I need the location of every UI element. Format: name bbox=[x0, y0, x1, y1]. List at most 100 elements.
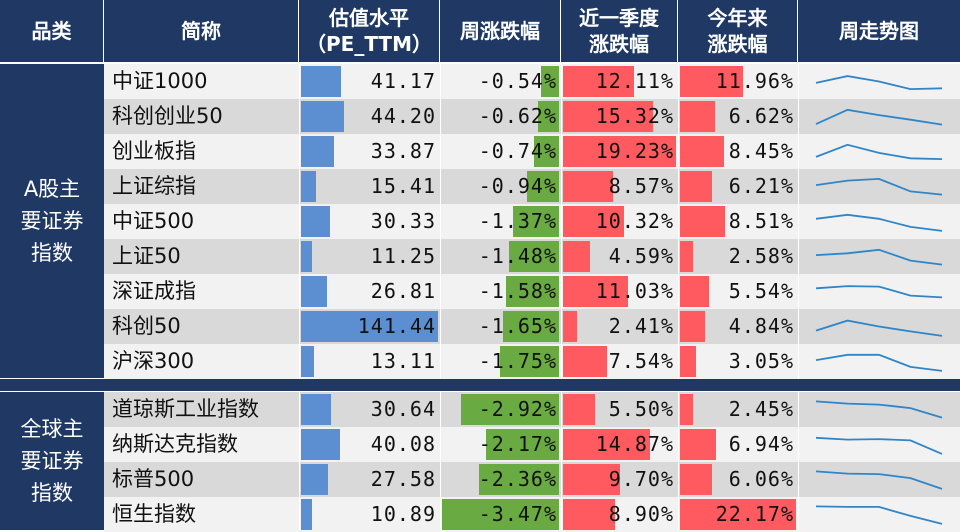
week-change-value: -1.75% bbox=[478, 349, 557, 373]
category-a-share: A股主要证券指数 bbox=[0, 64, 104, 378]
ytd-change-cell: 11.96% bbox=[678, 64, 798, 99]
index-name: 纳斯达克指数 bbox=[112, 432, 238, 456]
column-divider bbox=[678, 392, 679, 530]
pe-cell: 41.17 bbox=[299, 64, 440, 99]
trend-cell bbox=[798, 309, 960, 344]
category-global-label: 全球主要证券指数 bbox=[20, 417, 84, 505]
week-change-cell: -0.74% bbox=[440, 134, 561, 169]
week-change-value: -0.74% bbox=[478, 139, 557, 163]
week-change-bar bbox=[541, 66, 559, 97]
week-change-bar bbox=[534, 136, 559, 167]
pe-value: 26.81 bbox=[370, 279, 436, 303]
ytd-change-value: 2.58% bbox=[728, 244, 794, 268]
trend-line bbox=[815, 75, 943, 91]
quarter-change-cell: 11.03% bbox=[561, 274, 678, 309]
index-name: 标普500 bbox=[112, 467, 195, 491]
pe-cell: 11.25 bbox=[299, 239, 440, 274]
quarter-change-bar bbox=[563, 171, 613, 202]
ytd-change-value: 6.94% bbox=[728, 432, 794, 456]
quarter-change-cell: 9.70% bbox=[561, 462, 678, 497]
week-change-cell: -3.47% bbox=[440, 497, 561, 532]
ytd-change-cell: 22.17% bbox=[678, 497, 798, 532]
pe-bar bbox=[301, 276, 327, 307]
trend-cell bbox=[798, 204, 960, 239]
ytd-change-cell: 6.21% bbox=[678, 169, 798, 204]
column-divider bbox=[798, 64, 799, 379]
week-change-value: -2.36% bbox=[478, 467, 557, 491]
week-change-bar bbox=[461, 394, 559, 425]
pe-bar bbox=[301, 311, 438, 342]
trend-sparkline bbox=[815, 505, 943, 525]
header-category: 品类 bbox=[0, 0, 104, 62]
quarter-change-value: 14.87% bbox=[595, 432, 674, 456]
week-change-value: -0.54% bbox=[478, 69, 557, 93]
pe-value: 41.17 bbox=[370, 69, 436, 93]
ytd-change-cell: 4.84% bbox=[678, 309, 798, 344]
week-change-value: -2.92% bbox=[478, 397, 557, 421]
quarter-change-cell: 7.54% bbox=[561, 344, 678, 379]
trend-line bbox=[815, 108, 943, 126]
ytd-change-value: 3.05% bbox=[728, 349, 794, 373]
ytd-change-bar bbox=[680, 136, 724, 167]
pe-bar bbox=[301, 464, 328, 495]
ytd-change-cell: 6.94% bbox=[678, 427, 798, 462]
ytd-change-bar bbox=[680, 276, 709, 307]
week-change-cell: -1.75% bbox=[440, 344, 561, 379]
pe-bar bbox=[301, 66, 341, 97]
trend-cell bbox=[798, 497, 960, 532]
trend-line bbox=[815, 213, 943, 232]
category-a-share-label: A股主要证券指数 bbox=[20, 177, 84, 265]
ytd-change-value: 6.06% bbox=[728, 467, 794, 491]
trend-line bbox=[815, 400, 943, 419]
ytd-change-value: 5.54% bbox=[728, 279, 794, 303]
header-category-label: 品类 bbox=[31, 19, 72, 43]
index-name: 上证综指 bbox=[112, 174, 196, 198]
index-name: 中证500 bbox=[112, 209, 195, 233]
quarter-change-bar bbox=[563, 346, 607, 377]
week-change-bar bbox=[527, 171, 559, 202]
quarter-change-bar bbox=[563, 394, 595, 425]
trend-sparkline bbox=[815, 248, 943, 266]
trend-cell bbox=[798, 169, 960, 204]
ytd-change-cell: 5.54% bbox=[678, 274, 798, 309]
pe-value: 141.44 bbox=[357, 314, 436, 338]
trend-cell bbox=[798, 134, 960, 169]
ytd-change-cell: 6.06% bbox=[678, 462, 798, 497]
trend-sparkline bbox=[815, 177, 943, 196]
quarter-change-bar bbox=[563, 499, 615, 530]
pe-bar bbox=[301, 101, 344, 132]
quarter-change-bar bbox=[563, 66, 634, 97]
trend-cell bbox=[798, 344, 960, 379]
quarter-change-value: 7.54% bbox=[608, 349, 674, 373]
ytd-change-cell: 2.45% bbox=[678, 392, 798, 427]
week-change-cell: -0.94% bbox=[440, 169, 561, 204]
trend-cell bbox=[798, 64, 960, 99]
week-change-cell: -1.48% bbox=[440, 239, 561, 274]
week-change-value: -1.58% bbox=[478, 279, 557, 303]
quarter-change-cell: 10.32% bbox=[561, 204, 678, 239]
week-change-bar bbox=[500, 346, 559, 377]
ytd-change-cell: 8.51% bbox=[678, 204, 798, 239]
ytd-change-value: 8.45% bbox=[728, 139, 794, 163]
quarter-change-value: 5.50% bbox=[608, 397, 674, 421]
ytd-change-bar bbox=[680, 101, 715, 132]
column-divider bbox=[678, 64, 679, 379]
week-change-cell: -1.37% bbox=[440, 204, 561, 239]
week-change-cell: -0.54% bbox=[440, 64, 561, 99]
header-ytd: 今年来 涨跌幅 bbox=[678, 0, 798, 62]
pe-bar bbox=[301, 429, 340, 460]
pe-cell: 40.08 bbox=[299, 427, 440, 462]
header-quarter-line1: 近一季度 bbox=[579, 6, 659, 30]
trend-line bbox=[815, 505, 943, 525]
pe-value: 30.33 bbox=[370, 209, 436, 233]
quarter-change-cell: 8.90% bbox=[561, 497, 678, 532]
index-name: 中证1000 bbox=[112, 69, 208, 93]
trend-cell bbox=[798, 462, 960, 497]
pe-bar bbox=[301, 394, 331, 425]
week-change-cell: -2.17% bbox=[440, 427, 561, 462]
ytd-change-cell: 2.58% bbox=[678, 239, 798, 274]
week-change-value: -1.37% bbox=[478, 209, 557, 233]
pe-bar bbox=[301, 241, 312, 272]
ytd-change-bar bbox=[680, 66, 743, 97]
quarter-change-cell: 14.87% bbox=[561, 427, 678, 462]
